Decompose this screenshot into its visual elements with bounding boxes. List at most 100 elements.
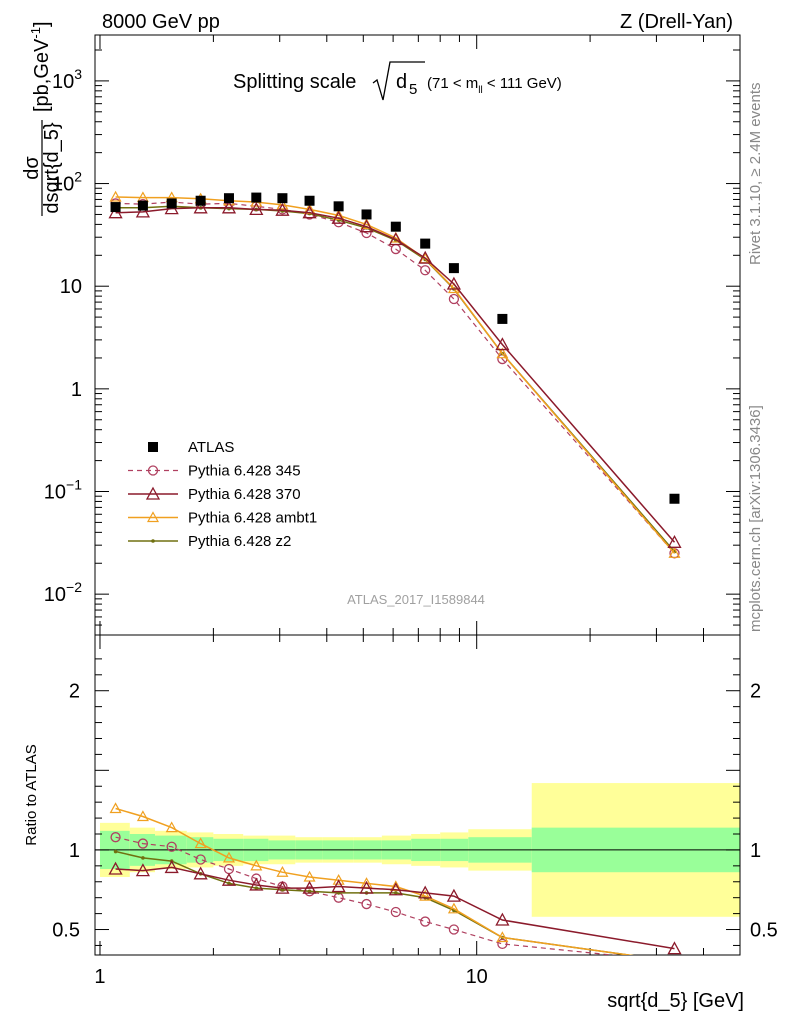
ratio-tick-label: 2	[69, 681, 80, 703]
plot-title: Splitting scale d 5 (71 < mll < 111 GeV)	[233, 61, 562, 101]
data-point-ambt1	[360, 218, 373, 229]
data-point-p370	[667, 534, 682, 548]
data-point-ambt1	[109, 190, 122, 202]
data-point-atlas	[137, 200, 148, 211]
series-line-p370	[115, 207, 676, 543]
legend-marker-p370	[145, 486, 161, 500]
ratio-point-ambt1	[136, 810, 149, 822]
ratio-point-p370	[108, 861, 123, 875]
data-point-atlas	[110, 202, 121, 213]
legend-marker-ambt1	[146, 511, 160, 523]
plot-title-range: (71 < mll < 111 GeV)	[427, 75, 562, 96]
data-point-p370	[302, 205, 317, 219]
ratio-tick-label: 0.5	[52, 920, 80, 942]
ratio-point-p345	[137, 838, 149, 849]
y-axis-label: dσ dsqrt{d_5} [pb,GeV-1]	[21, 21, 63, 216]
legend-label-ambt1: Pythia 6.428 ambt1	[188, 510, 317, 527]
ratio-point-ambt1	[669, 956, 679, 965]
ratio-point-ambt1	[222, 851, 235, 863]
ratio-point-ambt1	[194, 837, 207, 849]
ratio-line-ambt1	[115, 807, 634, 955]
data-point-atlas	[333, 201, 344, 212]
ratio-plot-frame	[94, 634, 741, 956]
analysis-watermark: ATLAS_2017_I1589844	[347, 592, 485, 607]
ratio-point-z2	[141, 856, 145, 860]
ratio-point-p345	[195, 854, 206, 865]
legend-label-p345: Pythia 6.428 345	[188, 463, 301, 480]
ratio-tick-label: 1	[69, 840, 80, 862]
data-point-p370	[388, 232, 403, 246]
y-label-numerator: dσ	[21, 156, 43, 180]
ratio-point-p370	[193, 866, 208, 880]
ratio-point-p370	[135, 863, 151, 877]
header-left-title: 8000 GeV pp	[102, 11, 220, 33]
data-point-atlas	[448, 263, 459, 274]
ratio-point-p370	[418, 885, 433, 899]
data-point-atlas	[669, 493, 680, 504]
ratio-y-label: Ratio to ATLAS	[23, 744, 40, 845]
legend-marker-z2	[151, 539, 155, 543]
series-line-ambt1	[115, 196, 676, 554]
data-point-atlas	[166, 198, 177, 209]
x-tick-label: 1	[94, 966, 105, 988]
data-point-p370	[193, 200, 208, 214]
ratio-point-p345	[166, 841, 177, 852]
data-point-atlas	[304, 195, 315, 206]
ratio-point-p370	[446, 888, 462, 902]
data-point-p370	[221, 200, 237, 214]
data-point-p345	[420, 265, 431, 276]
data-point-atlas	[195, 195, 206, 206]
y-label-denominator: dsqrt{d_5}	[41, 122, 63, 214]
ratio-point-p345	[497, 938, 508, 950]
legend-label-p370: Pythia 6.428 370	[188, 486, 301, 503]
legend: ATLAS Pythia 6.428 345 Pythia 6.428 370 Pyt…	[128, 439, 317, 550]
uncertainty-bands	[95, 783, 740, 917]
ratio-point-p345	[420, 916, 431, 927]
data-point-ambt1	[332, 209, 345, 220]
x-tick-label: 10	[466, 966, 488, 988]
ratio-point-p370	[495, 912, 510, 926]
ratio-point-p370	[164, 860, 179, 874]
data-point-ambt1	[276, 198, 289, 210]
y-tick-label: 103	[52, 66, 82, 93]
data-point-p370	[359, 219, 374, 233]
data-point-p370	[331, 210, 346, 224]
data-point-atlas	[497, 313, 508, 324]
data-point-p370	[249, 202, 264, 216]
legend-marker-p345	[147, 465, 159, 476]
plot-title-subscript: 5	[409, 81, 417, 98]
y-tick-label: 102	[52, 169, 82, 196]
series-line-p345	[115, 201, 675, 554]
data-point-atlas	[420, 238, 431, 249]
ratio-tick-label-right: 2	[750, 681, 761, 703]
data-point-atlas	[390, 221, 401, 232]
ratio-point-p370	[388, 882, 403, 896]
ratio-point-ambt1	[109, 802, 122, 814]
data-point-p345	[448, 293, 460, 305]
y-tick-label: 1	[71, 379, 82, 401]
data-point-p370	[446, 276, 462, 290]
data-point-p370	[275, 202, 290, 216]
plot-title-symbol: d	[396, 71, 407, 93]
ratio-point-ambt1	[496, 931, 509, 943]
ratio-plot-data	[108, 802, 682, 966]
ratio-point-p345	[670, 957, 679, 966]
ratio-point-p370	[221, 872, 237, 886]
ratio-tick-label-right: 0.5	[750, 920, 778, 942]
y-tick-label: 10	[60, 276, 82, 298]
data-point-atlas	[277, 193, 288, 204]
ratio-point-p370	[249, 877, 264, 891]
ratio-point-p345	[448, 924, 460, 935]
ratio-point-z2	[113, 849, 118, 854]
ratio-point-ambt1	[165, 821, 178, 833]
legend-label-atlas: ATLAS	[188, 439, 234, 456]
ratio-point-z2	[394, 891, 398, 895]
data-point-p370	[135, 204, 151, 218]
data-point-p370	[108, 205, 123, 219]
main-plot-data	[108, 190, 682, 559]
x-axis-label: sqrt{d_5} [GeV]	[607, 990, 744, 1012]
ratio-point-z2	[673, 960, 677, 964]
rivet-info: Rivet 3.1.10, ≥ 2.4M events	[747, 83, 764, 266]
